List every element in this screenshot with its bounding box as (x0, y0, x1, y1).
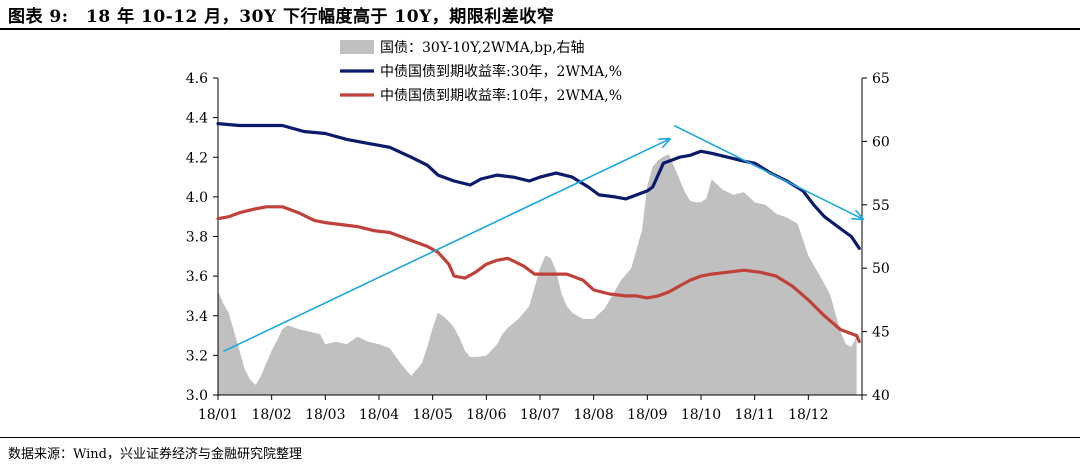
left-tick-label: 3.6 (186, 269, 208, 285)
legend-swatch-spread (340, 40, 374, 54)
downtrend-arrow (673, 124, 862, 219)
left-tick-label: 4.6 (186, 71, 208, 87)
right-tick-label: 65 (872, 71, 890, 87)
uptrend-arrow (223, 139, 668, 353)
title-divider (0, 28, 1080, 30)
legend-label-spread: 国债：30Y-10Y,2WMA,bp,右轴 (380, 40, 585, 56)
right-tick-label: 50 (872, 261, 890, 277)
left-tick-label: 3.4 (186, 309, 208, 325)
spread-area-series (218, 154, 857, 395)
x-tick-label: 18/05 (412, 407, 452, 423)
left-tick-label: 3.8 (186, 230, 208, 246)
x-tick-label: 18/07 (520, 407, 560, 423)
x-tick-label: 18/10 (681, 407, 721, 423)
x-tick-label: 18/01 (198, 407, 238, 423)
x-tick-label: 18/04 (359, 407, 399, 423)
left-tick-label: 4.0 (186, 190, 208, 206)
x-tick-label: 18/06 (466, 407, 506, 423)
x-tick-label: 18/08 (573, 407, 613, 423)
yield-10y-line (216, 205, 861, 344)
footer-divider (0, 437, 1080, 438)
left-tick-label: 4.4 (186, 111, 208, 127)
figure-title: 图表 9: 18 年 10-12 月，30Y 下行幅度高于 10Y，期限利差收窄 (8, 7, 555, 27)
left-tick-label: 4.2 (186, 150, 208, 166)
legend-label-30y: 中债国债到期收益率:30年，2WMA,% (380, 63, 622, 80)
right-tick-label: 60 (872, 134, 890, 150)
x-tick-label: 18/12 (788, 407, 828, 423)
right-tick-label: 55 (872, 198, 890, 214)
x-tick-label: 18/11 (734, 407, 774, 423)
x-tick-label: 18/02 (251, 407, 291, 423)
right-tick-label: 40 (872, 388, 890, 404)
x-tick-label: 18/03 (305, 407, 345, 423)
left-tick-label: 3.0 (186, 388, 208, 404)
right-tick-label: 45 (872, 325, 890, 341)
x-tick-label: 18/09 (627, 407, 667, 423)
legend-label-10y: 中债国债到期收益率:10年，2WMA,% (380, 87, 622, 104)
left-tick-label: 3.2 (186, 348, 208, 364)
source-note: 数据来源：Wind，兴业证券经济与金融研究院整理 (8, 447, 302, 462)
